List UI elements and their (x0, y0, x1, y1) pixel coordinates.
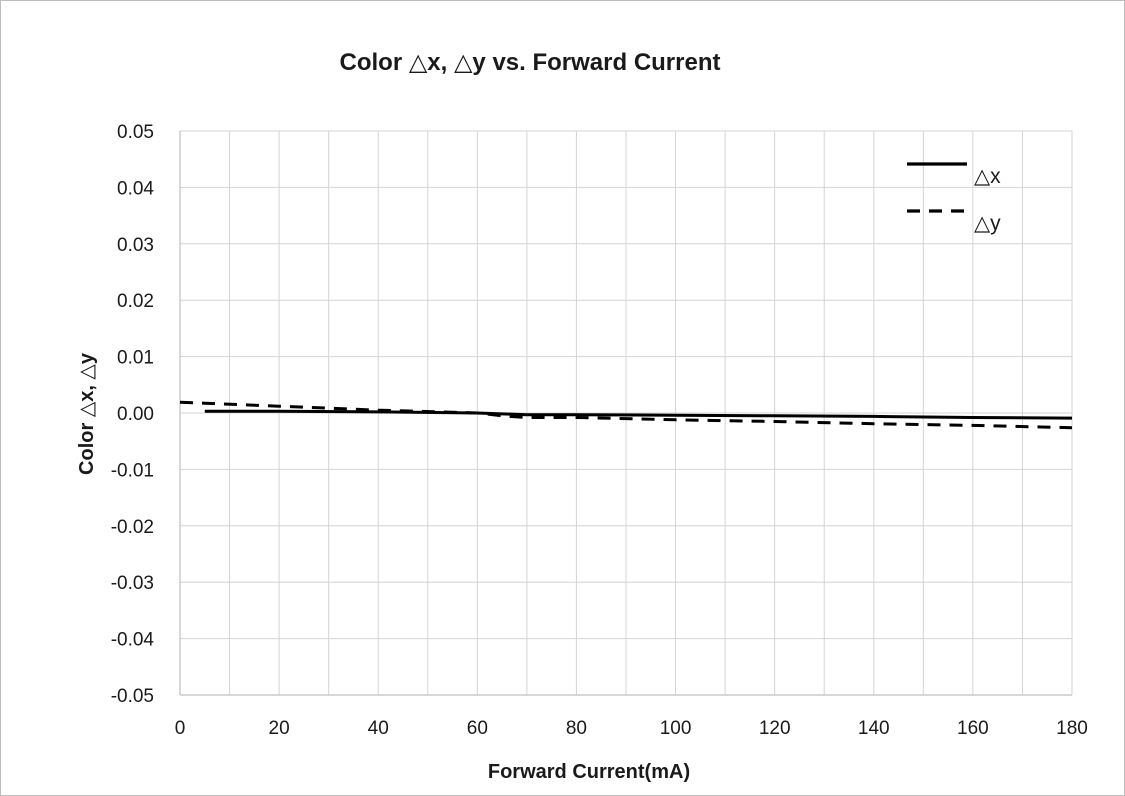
y-tick-label: 0.04 (117, 178, 154, 199)
y-tick-label: 0.05 (117, 122, 154, 143)
chart-title: Color △x, △y vs. Forward Current (340, 49, 721, 76)
y-tick-labels: 0.05 0.04 0.03 0.02 0.01 0.00 -0.01 -0.02 -0.03 -… (111, 122, 155, 707)
y-tick-label: -0.02 (111, 517, 154, 538)
legend-label-dx: △x (974, 165, 1001, 188)
series-layer (179, 400, 1073, 430)
y-tick-label: -0.01 (111, 460, 154, 481)
x-tick-label: 0 (175, 718, 186, 739)
x-axis-title: Forward Current(mA) (488, 761, 690, 783)
y-tick-label: -0.05 (111, 686, 154, 707)
y-tick-label: 0.03 (117, 235, 154, 256)
x-tick-label: 20 (269, 718, 290, 739)
axis-layer (179, 131, 1072, 696)
y-tick-label: -0.04 (111, 630, 155, 651)
x-tick-label: 120 (759, 718, 791, 739)
series-line-dy (179, 400, 1073, 430)
y-tick-label: 0.01 (117, 348, 154, 369)
series-line-dx (204, 409, 1073, 420)
x-tick-labels: 0 20 40 60 80 100 120 140 160 180 (175, 718, 1088, 739)
y-axis-title: Color △x, △y (76, 352, 98, 475)
x-tick-label: 180 (1056, 718, 1088, 739)
x-tick-label: 60 (467, 718, 488, 739)
x-tick-label: 100 (660, 718, 692, 739)
y-tick-label: -0.03 (111, 573, 154, 594)
x-tick-label: 140 (858, 718, 890, 739)
x-tick-label: 80 (566, 718, 587, 739)
y-tick-label: 0.00 (117, 404, 154, 425)
x-tick-label: 40 (368, 718, 389, 739)
legend: △x △y (907, 162, 1001, 235)
grid-layer (179, 130, 1073, 696)
y-tick-label: 0.02 (117, 291, 154, 312)
x-tick-label: 160 (957, 718, 989, 739)
legend-label-dy: △y (974, 212, 1001, 235)
